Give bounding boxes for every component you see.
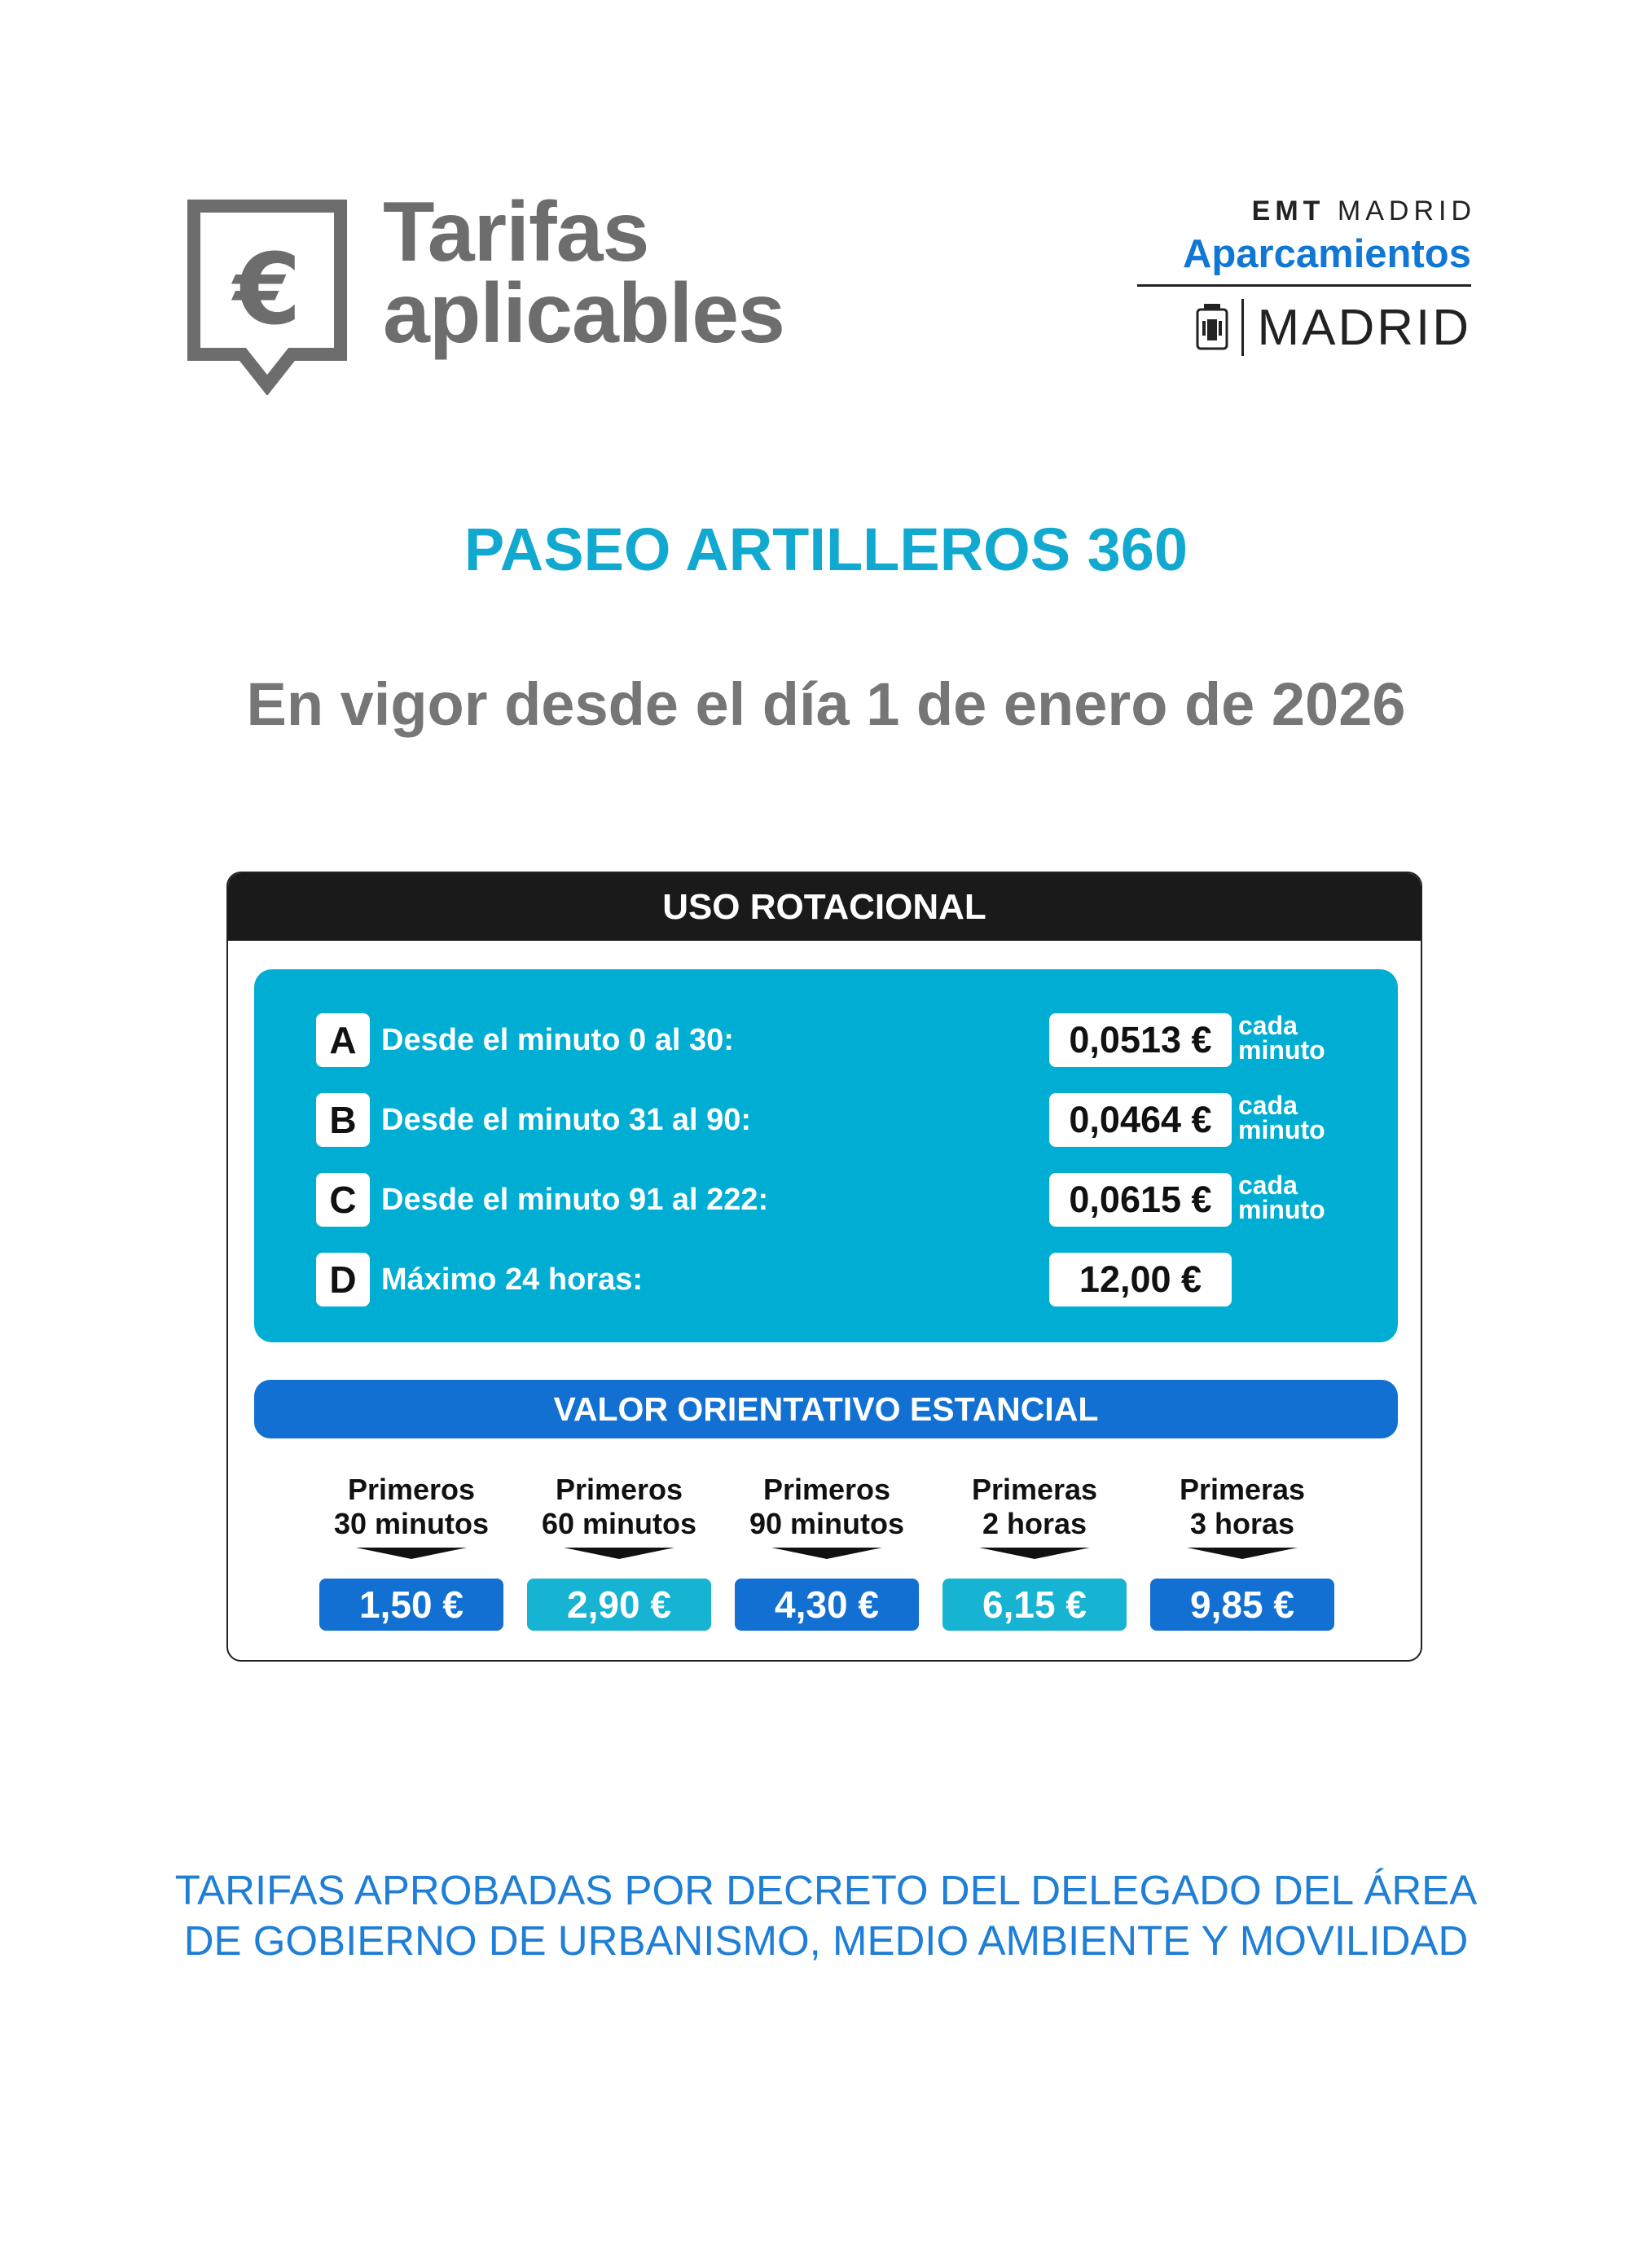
rate-row-a: A Desde el minuto 0 al 30: 0,0513 € cada… bbox=[254, 1011, 1398, 1067]
valor-item: Primeras 2 horas 6,15 € bbox=[942, 1473, 1127, 1631]
rate-price: 0,0513 € bbox=[1049, 1013, 1232, 1067]
page-title: Tarifas aplicables bbox=[383, 185, 785, 361]
rotacional-box: A Desde el minuto 0 al 30: 0,0513 € cada… bbox=[254, 969, 1398, 1342]
emt-light: MADRID bbox=[1337, 195, 1476, 226]
rate-unit-line2: minuto bbox=[1238, 1195, 1325, 1224]
valor-orientativo-title: VALOR ORIENTATIVO ESTANCIAL bbox=[254, 1380, 1398, 1438]
rate-unit-line2: minuto bbox=[1238, 1115, 1325, 1144]
footer-line-2: DE GOBIERNO DE URBANISMO, MEDIO AMBIENTE… bbox=[183, 1917, 1469, 1964]
valor-price: 9,85 € bbox=[1150, 1579, 1334, 1631]
rate-unit: cada minuto bbox=[1238, 1011, 1325, 1065]
rate-row-b: B Desde el minuto 31 al 90: 0,0464 € cad… bbox=[254, 1091, 1398, 1147]
rate-row-d: D Máximo 24 horas: 12,00 € bbox=[254, 1253, 1398, 1306]
rate-price: 0,0615 € bbox=[1049, 1173, 1232, 1227]
logo-divider bbox=[1137, 284, 1471, 287]
madrid-logo: MADRID bbox=[1137, 296, 1471, 358]
valor-label-line1: Primeras bbox=[1179, 1473, 1306, 1506]
valor-price: 6,15 € bbox=[942, 1579, 1127, 1631]
rate-unit-line1: cada bbox=[1238, 1011, 1298, 1040]
valor-label-line2: 2 horas bbox=[982, 1507, 1087, 1540]
valor-item: Primeros 60 minutos 2,90 € bbox=[527, 1473, 711, 1631]
valor-label-line1: Primeras bbox=[971, 1473, 1098, 1506]
valor-item: Primeras 3 horas 9,85 € bbox=[1150, 1473, 1334, 1631]
rate-unit: cada minuto bbox=[1238, 1170, 1325, 1224]
footer-note: TARIFAS APROBADAS POR DECRETO DEL DELEGA… bbox=[0, 1865, 1652, 1966]
valor-item: Primeros 30 minutos 1,50 € bbox=[319, 1473, 503, 1631]
uso-rotacional-title: USO ROTACIONAL bbox=[228, 873, 1421, 941]
valor-price: 1,50 € bbox=[319, 1579, 503, 1631]
down-arrow-icon bbox=[356, 1548, 467, 1559]
footer-line-1: TARIFAS APROBADAS POR DECRETO DEL DELEGA… bbox=[174, 1867, 1478, 1913]
valor-label-line2: 90 minutos bbox=[749, 1507, 905, 1540]
tariff-card: USO ROTACIONAL A Desde el minuto 0 al 30… bbox=[226, 872, 1422, 1662]
parking-location: PASEO ARTILLEROS 360 bbox=[464, 516, 1188, 583]
valor-price: 4,30 € bbox=[735, 1579, 919, 1631]
svg-text:€: € bbox=[231, 234, 301, 347]
valor-label-line2: 60 minutos bbox=[541, 1507, 697, 1540]
down-arrow-icon bbox=[979, 1548, 1090, 1559]
rate-unit-line2: minuto bbox=[1238, 1035, 1325, 1065]
valor-label-line1: Primeros bbox=[555, 1473, 683, 1506]
down-arrow-icon bbox=[564, 1548, 674, 1559]
down-arrow-icon bbox=[771, 1548, 882, 1559]
emt-bold: EMT bbox=[1251, 195, 1325, 226]
rate-price: 12,00 € bbox=[1049, 1253, 1232, 1306]
rate-letter: D bbox=[316, 1253, 370, 1306]
aparcamientos-label: Aparcamientos bbox=[1182, 232, 1471, 276]
valor-label-line2: 3 horas bbox=[1189, 1507, 1295, 1540]
effective-date: En vigor desde el día 1 de enero de 2026 bbox=[246, 670, 1406, 738]
emt-logo: EMT MADRID Aparcamientos MADRID bbox=[1137, 195, 1471, 358]
madrid-crest-icon bbox=[1196, 304, 1228, 350]
valor-item: Primeros 90 minutos 4,30 € bbox=[735, 1473, 919, 1631]
euro-sign-icon: € bbox=[187, 200, 347, 395]
rate-letter: A bbox=[316, 1013, 370, 1067]
rate-label: Desde el minuto 31 al 90: bbox=[381, 1103, 752, 1137]
title-line-2: aplicables bbox=[383, 266, 785, 361]
title-line-1: Tarifas bbox=[383, 185, 649, 279]
madrid-wordmark: MADRID bbox=[1257, 299, 1471, 356]
madrid-separator bbox=[1241, 299, 1245, 356]
emt-madrid-label: EMT MADRID bbox=[1137, 195, 1476, 227]
valor-label-line1: Primeros bbox=[762, 1473, 891, 1506]
valor-label-line2: 30 minutos bbox=[333, 1507, 490, 1540]
rate-price: 0,0464 € bbox=[1049, 1093, 1232, 1147]
valor-price: 2,90 € bbox=[527, 1579, 711, 1631]
rate-unit: cada minuto bbox=[1238, 1091, 1325, 1144]
rate-row-c: C Desde el minuto 91 al 222: 0,0615 € ca… bbox=[254, 1170, 1398, 1227]
rate-unit-line1: cada bbox=[1238, 1091, 1298, 1120]
rate-label: Desde el minuto 0 al 30: bbox=[381, 1023, 734, 1057]
rate-letter: C bbox=[316, 1173, 370, 1227]
valor-label-line1: Primeros bbox=[347, 1473, 476, 1506]
down-arrow-icon bbox=[1187, 1548, 1298, 1559]
rate-label: Desde el minuto 91 al 222: bbox=[381, 1183, 769, 1217]
rate-unit-line1: cada bbox=[1238, 1170, 1298, 1200]
rate-letter: B bbox=[316, 1093, 370, 1147]
rate-label: Máximo 24 horas: bbox=[381, 1263, 643, 1297]
